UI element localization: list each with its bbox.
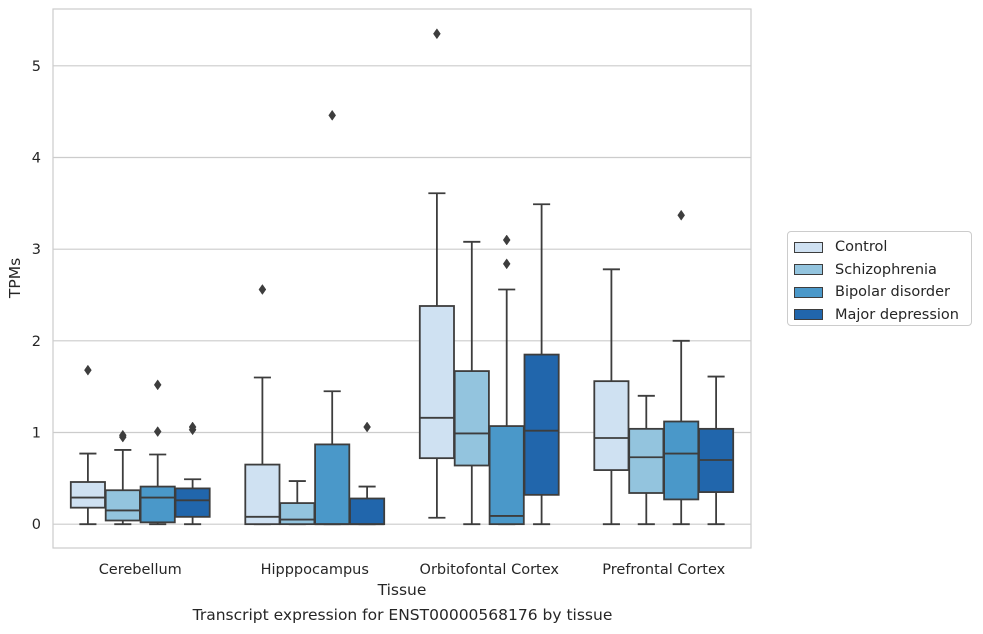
legend-swatch [794, 286, 823, 298]
box [69, 364, 106, 526]
legend-item-bipolar-disorder: Bipolar disorder [794, 281, 971, 304]
box-body [104, 489, 141, 522]
y-tick-label: 3 [32, 242, 41, 258]
box [104, 429, 141, 526]
box [244, 284, 281, 526]
legend-item-schizophrenia: Schizophrenia [794, 259, 971, 282]
outlier-point [502, 258, 511, 270]
outlier-point [118, 429, 127, 441]
x-tick-label: Hipppocampus [261, 562, 369, 578]
x-tick-label: Orbitofontal Cortex [420, 562, 560, 578]
box [523, 203, 560, 526]
outlier-point [502, 234, 511, 246]
box-body [628, 427, 665, 494]
legend-swatch [794, 264, 823, 276]
box-body [453, 370, 490, 467]
x-tick-label: Cerebellum [99, 562, 182, 578]
y-tick-label: 4 [32, 151, 41, 167]
box [314, 109, 351, 526]
outlier-point [363, 421, 371, 433]
box-body [418, 305, 455, 460]
x-tick-labels: Cerebellum Hipppocampus Orbitofontal Corte… [99, 562, 726, 578]
box-body [488, 425, 525, 526]
box [349, 421, 386, 526]
y-tick-label: 5 [32, 59, 41, 75]
box-body [349, 497, 386, 526]
y-axis-label: TPMs [6, 258, 24, 299]
box-body [279, 502, 316, 526]
box-body [593, 380, 630, 471]
legend-label: Schizophrenia [835, 261, 937, 278]
chart-caption: Transcript expression for ENST0000056817… [192, 606, 613, 624]
box [628, 394, 665, 526]
box [453, 240, 490, 526]
x-axis-label: Tissue [377, 581, 427, 599]
box-body [244, 463, 281, 526]
legend: Control Schizophrenia Bipolar disorder M… [787, 231, 972, 326]
legend-item-control: Control [794, 236, 971, 259]
y-tick-label: 1 [32, 426, 41, 442]
box-body [663, 420, 700, 501]
x-tick-label: Prefrontal Cortex [602, 562, 725, 578]
box-body [314, 443, 351, 526]
box [488, 234, 525, 526]
legend-label: Bipolar disorder [835, 284, 950, 301]
outlier-point [433, 28, 441, 40]
outlier-point [84, 364, 92, 376]
legend-swatch [794, 241, 823, 253]
outlier-point [677, 209, 686, 221]
outlier-point [153, 379, 162, 391]
box [279, 480, 316, 526]
outlier-point [328, 109, 337, 121]
box [698, 375, 735, 526]
outlier-point [188, 421, 197, 433]
box [174, 421, 211, 526]
box-body [69, 481, 106, 509]
box-body [523, 353, 560, 496]
box [663, 209, 700, 526]
y-tick-label: 0 [32, 517, 41, 533]
box-body [139, 485, 176, 524]
legend-label: Major depression [835, 306, 959, 323]
outlier-point [153, 426, 162, 438]
y-tick-labels: 0 1 2 3 4 5 [32, 59, 41, 533]
legend-item-major-depression: Major depression [794, 304, 971, 327]
legend-swatch [794, 309, 823, 321]
box-body [174, 487, 211, 518]
boxes-layer [69, 28, 735, 526]
box [418, 28, 455, 519]
outlier-point [258, 284, 267, 295]
legend-label: Control [835, 239, 888, 256]
box [593, 268, 630, 526]
y-tick-label: 2 [32, 334, 41, 350]
